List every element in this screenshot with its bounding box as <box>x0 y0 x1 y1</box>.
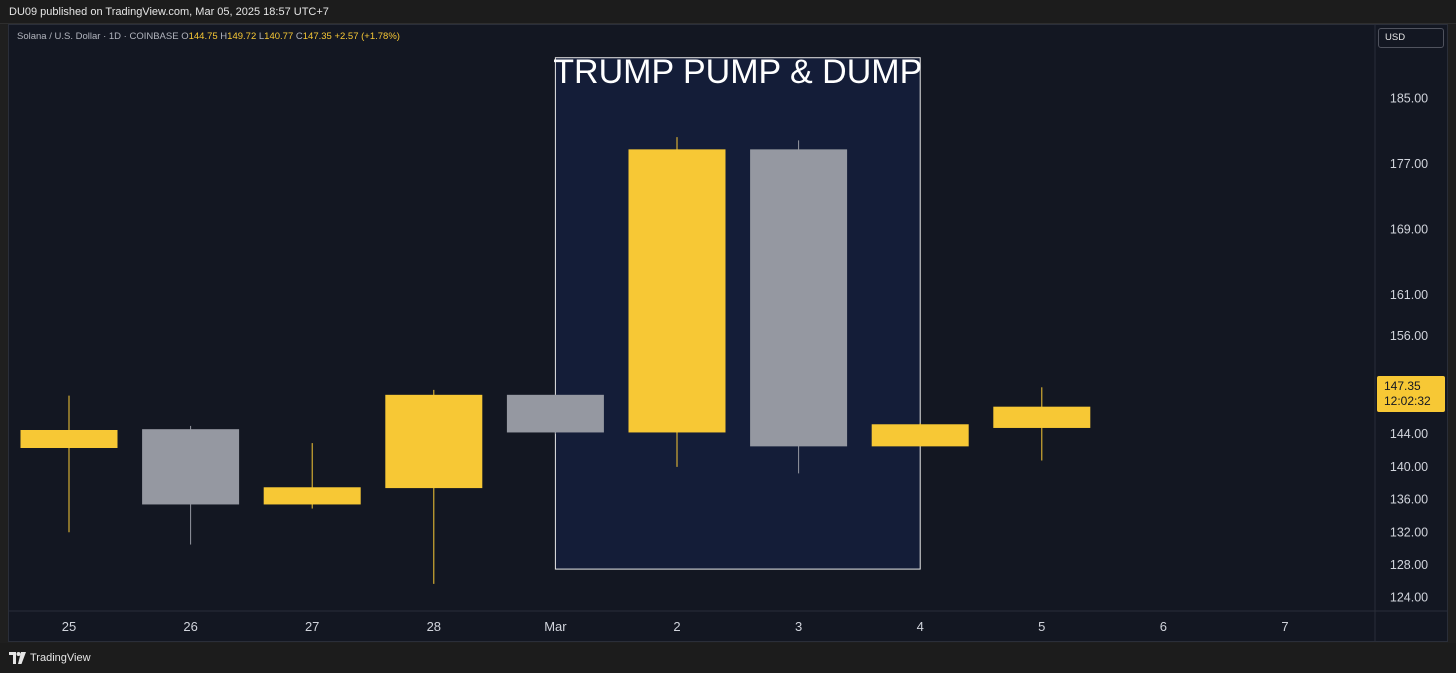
candle-body-1 <box>142 429 240 505</box>
candle-body-8 <box>993 406 1091 428</box>
highlight-box <box>554 57 921 570</box>
y-tick-label: 156.00 <box>1390 329 1428 343</box>
close-value: 147.35 <box>302 31 332 42</box>
x-tick-label: 28 <box>427 619 441 634</box>
candle-body-4 <box>506 394 604 433</box>
y-tick-label: 177.00 <box>1390 157 1428 171</box>
currency-button[interactable]: USD <box>1378 28 1444 48</box>
chart-title: TRUMP PUMP & DUMP <box>553 53 922 91</box>
change-value: +2.57 (+1.78%) <box>334 31 400 42</box>
tradingview-logo-icon[interactable] <box>9 652 27 667</box>
candle-body-7 <box>871 424 969 447</box>
y-tick-label: 136.00 <box>1390 493 1428 507</box>
high-value: 149.72 <box>227 31 257 42</box>
y-tick-label: 132.00 <box>1390 525 1428 539</box>
y-tick-label: 128.00 <box>1390 558 1428 572</box>
last-price-value: 147.35 <box>1384 379 1421 393</box>
y-tick-label: 185.00 <box>1390 92 1428 106</box>
publish-header: DU09 published on TradingView.com, Mar 0… <box>0 0 1456 24</box>
y-tick-label: 140.00 <box>1390 460 1428 474</box>
y-tick-label: 144.00 <box>1390 427 1428 441</box>
candle-body-5 <box>628 149 726 433</box>
high-label: H <box>220 31 228 42</box>
x-tick-label: 25 <box>62 619 76 634</box>
last-price-tag: 147.35 12:02:32 <box>1377 376 1445 412</box>
symbol-legend[interactable]: Solana / U.S. Dollar · 1D · COINBASE O14… <box>17 31 400 42</box>
x-tick-label: 2 <box>673 619 680 634</box>
open-label: O <box>181 31 189 42</box>
y-tick-label: 169.00 <box>1390 223 1428 237</box>
candle-body-6 <box>750 149 848 447</box>
publish-text: DU09 published on TradingView.com, Mar 0… <box>9 6 329 18</box>
open-value: 144.75 <box>188 31 218 42</box>
x-tick-label: 6 <box>1160 619 1167 634</box>
y-tick-label: 161.00 <box>1390 288 1428 302</box>
x-tick-label: 4 <box>917 619 924 634</box>
x-tick-label: 27 <box>305 619 319 634</box>
close-label: C <box>295 31 303 42</box>
x-tick-label: 7 <box>1281 619 1288 634</box>
x-tick-label: 5 <box>1038 619 1045 634</box>
low-label: L <box>258 31 265 42</box>
bar-countdown: 12:02:32 <box>1384 394 1431 408</box>
candle-body-3 <box>385 394 483 489</box>
y-tick-label: 124.00 <box>1390 591 1428 605</box>
candle-body-2 <box>263 487 361 505</box>
candle-body-0 <box>20 430 118 448</box>
brand-name[interactable]: TradingView <box>30 652 91 664</box>
x-tick-label: 26 <box>183 619 197 634</box>
x-tick-label: Mar <box>544 619 567 634</box>
footer: TradingView <box>0 643 1456 673</box>
low-value: 140.77 <box>264 31 294 42</box>
symbol-name[interactable]: Solana / U.S. Dollar · 1D · COINBASE <box>17 31 179 42</box>
x-tick-label: 3 <box>795 619 802 634</box>
